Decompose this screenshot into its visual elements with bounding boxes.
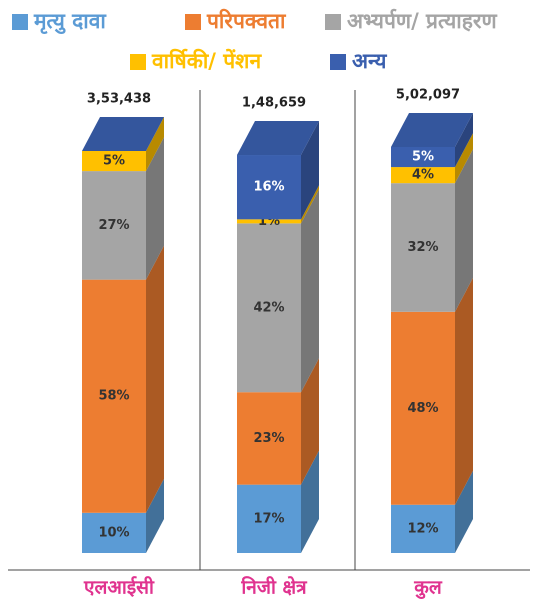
bar-side: [455, 112, 473, 168]
total-label: 1,48,659: [242, 96, 306, 111]
category-label: निजी क्षेत्र: [240, 576, 308, 599]
legend-label: अन्य: [352, 49, 387, 73]
bar-segment: [82, 171, 146, 280]
bar-segment: [82, 279, 146, 513]
bar-segment: [237, 219, 301, 224]
segment-label: 42%: [253, 300, 284, 315]
total-label: 3,53,438: [87, 92, 151, 107]
legend-label: परिपक्वता: [206, 8, 287, 33]
bar-side: [455, 149, 473, 312]
bar-top: [237, 121, 319, 156]
segment-label: 32%: [407, 240, 438, 255]
bar-side: [301, 358, 319, 485]
bar-side: [146, 137, 164, 280]
bar-segment: [237, 223, 301, 393]
legend-swatch: [325, 14, 341, 30]
segment-label: 23%: [253, 431, 284, 446]
bar-segment: [391, 146, 455, 168]
bar-side: [146, 117, 164, 172]
bar-segment: [391, 167, 455, 184]
segment-label: 48%: [407, 401, 438, 416]
bar-side: [146, 478, 164, 553]
bar-side: [301, 121, 319, 220]
bar-segment: [82, 512, 146, 553]
bar-segment: [237, 392, 301, 485]
legend-label: मृत्यु दावा: [33, 9, 107, 35]
segment-label: 12%: [407, 521, 438, 536]
segment-label: 16%: [253, 180, 284, 195]
total-label: 5,02,097: [396, 87, 460, 102]
bar-segment: [391, 183, 455, 312]
segment-label: 58%: [98, 389, 129, 404]
bar-side: [301, 450, 319, 553]
bar-segment: [391, 311, 455, 505]
bar-top: [82, 117, 164, 151]
bar-side: [146, 245, 164, 513]
segment-label: 5%: [412, 150, 434, 165]
segment-label: 4%: [412, 168, 434, 183]
bar-top: [391, 112, 473, 147]
bar-side: [455, 277, 473, 505]
bar-segment: [391, 504, 455, 553]
legend-label: वार्षिकी/ पेंशन: [151, 48, 262, 73]
bar-segment: [237, 484, 301, 553]
bar-segment: [237, 155, 301, 220]
legend-label: अभ्यर्पण/ प्रत्याहरण: [347, 8, 497, 33]
bar-side: [301, 189, 319, 393]
segment-label: 17%: [253, 511, 284, 526]
bar-side: [455, 470, 473, 553]
bar-side: [455, 133, 473, 184]
segment-label: 5%: [103, 154, 125, 169]
category-label: एलआईसी: [83, 576, 155, 599]
segment-label: 10%: [98, 525, 129, 540]
category-label: कुल: [413, 577, 443, 600]
legend-swatch: [185, 14, 201, 30]
bar-segment: [82, 151, 146, 172]
legend-swatch: [330, 54, 346, 70]
segment-label: 27%: [98, 218, 129, 233]
bar-side: [301, 185, 319, 224]
legend-swatch: [12, 14, 28, 30]
legend-swatch: [130, 54, 146, 70]
